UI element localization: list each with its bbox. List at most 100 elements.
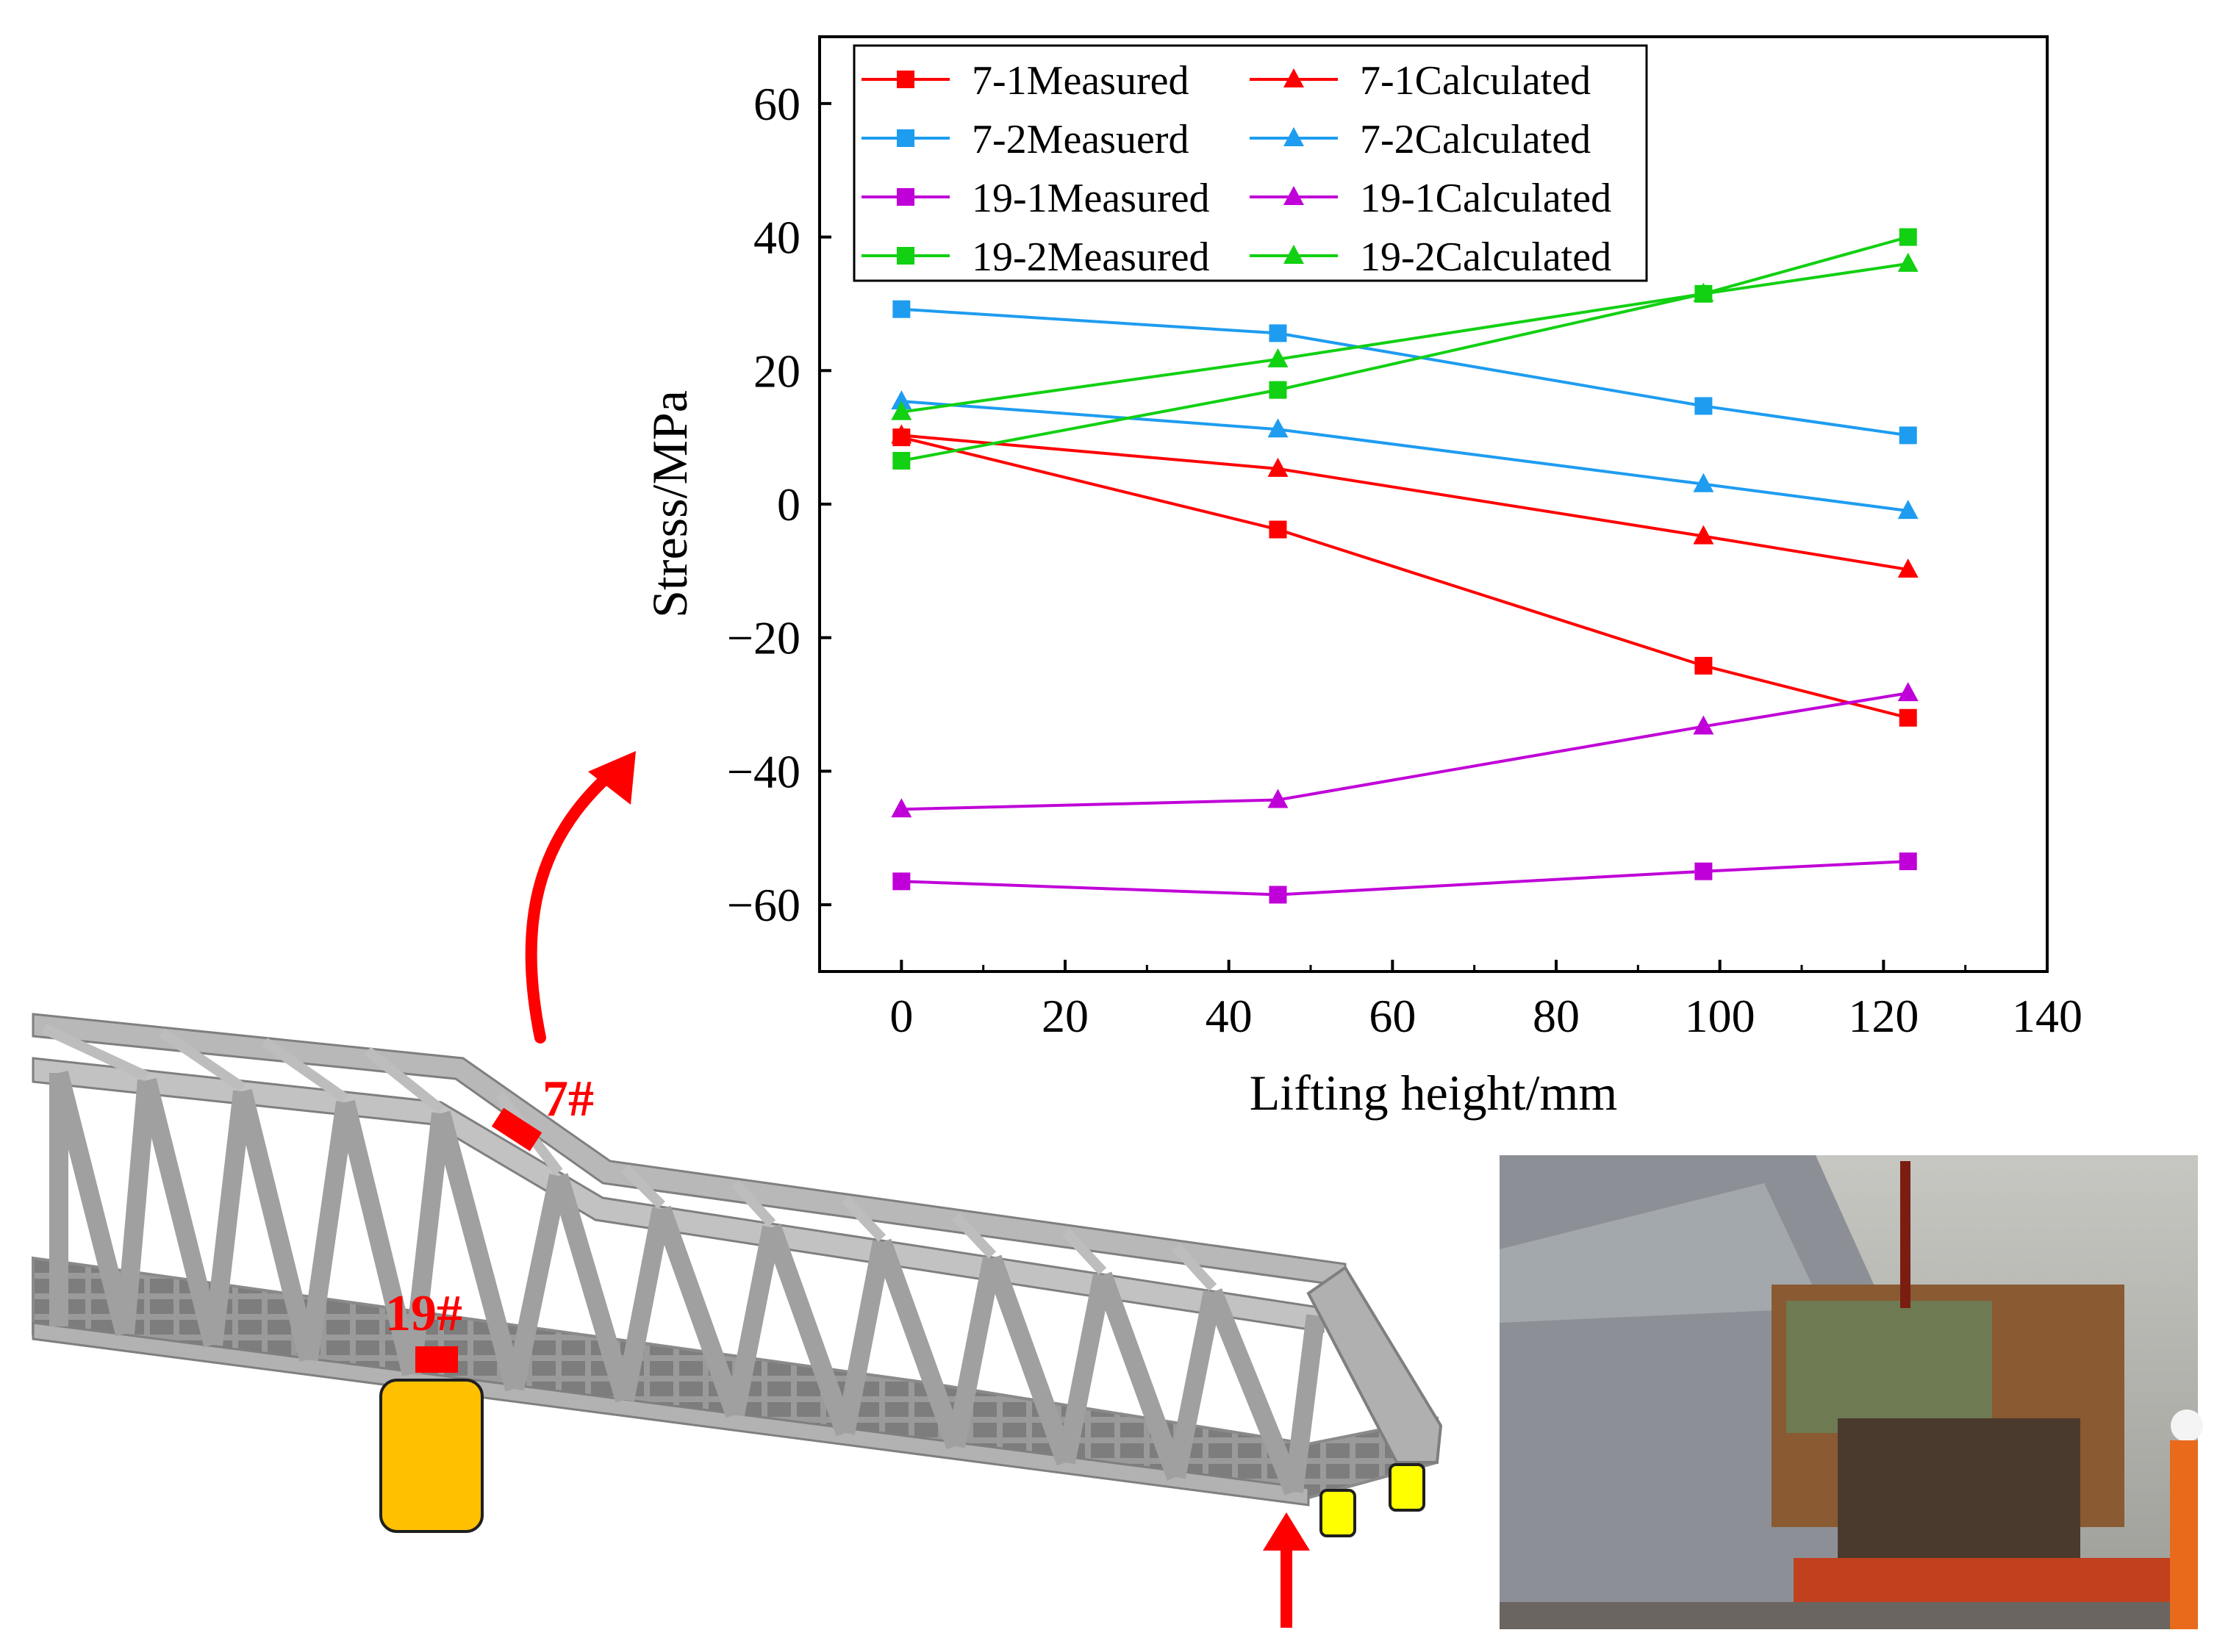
y-tick-label: −40 (727, 745, 801, 797)
square-marker (892, 300, 911, 318)
square-marker (1694, 397, 1713, 415)
stress-chart: 0 20 40 60 80 100 120 140 −60 −40 −20 0 20 40 60 Lift… (642, 35, 2082, 1121)
square-marker (892, 872, 911, 891)
triangle-marker (1693, 473, 1714, 492)
square-marker (1899, 708, 1917, 727)
curved-arrow (525, 751, 636, 1044)
legend-label: 7-2Measuerd (972, 117, 1189, 162)
square-marker (1899, 426, 1917, 445)
triangle-marker (1283, 186, 1304, 205)
series-7-1measured (892, 428, 1917, 727)
bearing-block-left (1319, 1489, 1356, 1537)
legend-box (853, 44, 1648, 282)
series-line (900, 436, 1909, 719)
legend-item: 19-2Measured (862, 234, 1209, 280)
truss-bottom-chord (32, 1321, 1310, 1506)
square-marker (1269, 381, 1287, 399)
triangle-marker (1267, 418, 1289, 438)
gauge-19-marker: 19# (385, 1285, 462, 1373)
series-19-2calculated (891, 252, 1919, 420)
triangle-marker (891, 390, 912, 410)
square-marker (897, 188, 914, 206)
triangle-marker (1267, 457, 1289, 477)
photo-worker (2170, 1440, 2198, 1629)
square-marker (897, 71, 914, 88)
square-marker (1269, 324, 1287, 342)
triangle-marker (1267, 348, 1289, 367)
series-line (900, 235, 1909, 462)
legend: 7-1Measured 7-1Calculated 7-2Measuerd 7-2Ca… (853, 44, 1648, 282)
photo-girder-web (1500, 1183, 1823, 1323)
legend-label: 7-1Calculated (1360, 58, 1591, 104)
square-marker (1899, 228, 1917, 246)
y-tick-label: 20 (753, 345, 801, 397)
y-tick-label: 60 (753, 78, 801, 130)
series-line (901, 262, 1909, 414)
square-marker (1694, 862, 1713, 880)
y-tick-label: −60 (727, 879, 801, 931)
square-marker (897, 129, 914, 147)
y-axis-title: Stress/MPa (642, 390, 698, 618)
support-block-orange (379, 1379, 484, 1533)
y-tick-label: −20 (727, 612, 801, 664)
truss-bridge-illustration (32, 1013, 1443, 1506)
square-marker (1269, 886, 1287, 904)
legend-item: 19-2Calculated (1250, 234, 1611, 280)
gauge-19-block (415, 1346, 458, 1373)
legend-label: 7-2Calculated (1360, 117, 1591, 162)
triangle-marker (1283, 245, 1304, 264)
photo-ground (1500, 1602, 2198, 1629)
photo-green-panel (1786, 1301, 1992, 1433)
legend-item: 7-1Measured (862, 58, 1189, 104)
triangle-marker (1897, 252, 1919, 272)
legend-item: 19-1Measured (862, 176, 1209, 221)
square-marker (892, 451, 911, 470)
triangle-marker (1283, 68, 1304, 87)
series-line (901, 692, 1909, 811)
photo-worker-helmet (2171, 1409, 2203, 1442)
triangle-marker (1897, 682, 1919, 702)
bearing-block-right (1389, 1463, 1425, 1512)
gauge-7-label: 7# (542, 1071, 594, 1127)
y-tick-label: 40 (753, 212, 801, 264)
truss-end-frame (1306, 1265, 1443, 1464)
x-axis-title: Lifting height/mm (1250, 1065, 1618, 1121)
x-tick-label: 40 (1206, 990, 1253, 1042)
x-tick-label: 0 (889, 990, 913, 1042)
triangle-marker (1897, 559, 1919, 578)
square-marker (1899, 852, 1917, 871)
legend-label: 19-2Calculated (1360, 234, 1611, 280)
x-tick-label: 120 (1848, 990, 1919, 1042)
site-photo (1500, 1155, 2203, 1629)
triangle-marker (1693, 282, 1714, 302)
triangle-marker (1283, 127, 1304, 146)
x-tick-label: 20 (1042, 990, 1089, 1042)
triangle-marker (1693, 525, 1714, 545)
series-line (901, 434, 1909, 572)
legend-label: 19-1Calculated (1360, 176, 1611, 221)
legend-label: 7-1Measured (972, 58, 1189, 104)
series-layer (891, 228, 1919, 904)
legend-label: 19-1Measured (972, 176, 1209, 221)
legend-item: 7-1Calculated (1250, 58, 1591, 104)
triangle-marker (891, 798, 912, 818)
series-line (901, 400, 1908, 513)
triangle-marker (1693, 715, 1714, 735)
triangle-marker (1897, 500, 1919, 520)
photo-red-base (1794, 1558, 2176, 1602)
photo-pole (1900, 1161, 1910, 1308)
x-axis-ticks: 0 20 40 60 80 100 120 140 (889, 960, 2082, 1042)
square-marker (1269, 520, 1287, 539)
legend-item: 7-2Calculated (1250, 117, 1591, 162)
legend-label: 19-2Measured (972, 234, 1209, 280)
triangle-marker (1267, 789, 1289, 808)
triangle-marker (891, 424, 912, 444)
y-axis-ticks: −60 −40 −20 0 20 40 60 (727, 78, 831, 931)
legend-item: 19-1Calculated (1250, 176, 1611, 221)
square-marker (1694, 656, 1713, 675)
truss-web-members (49, 1070, 1325, 1495)
triangle-marker (891, 401, 912, 420)
x-tick-label: 60 (1369, 990, 1416, 1042)
photo-plate-stack (1838, 1418, 2080, 1565)
